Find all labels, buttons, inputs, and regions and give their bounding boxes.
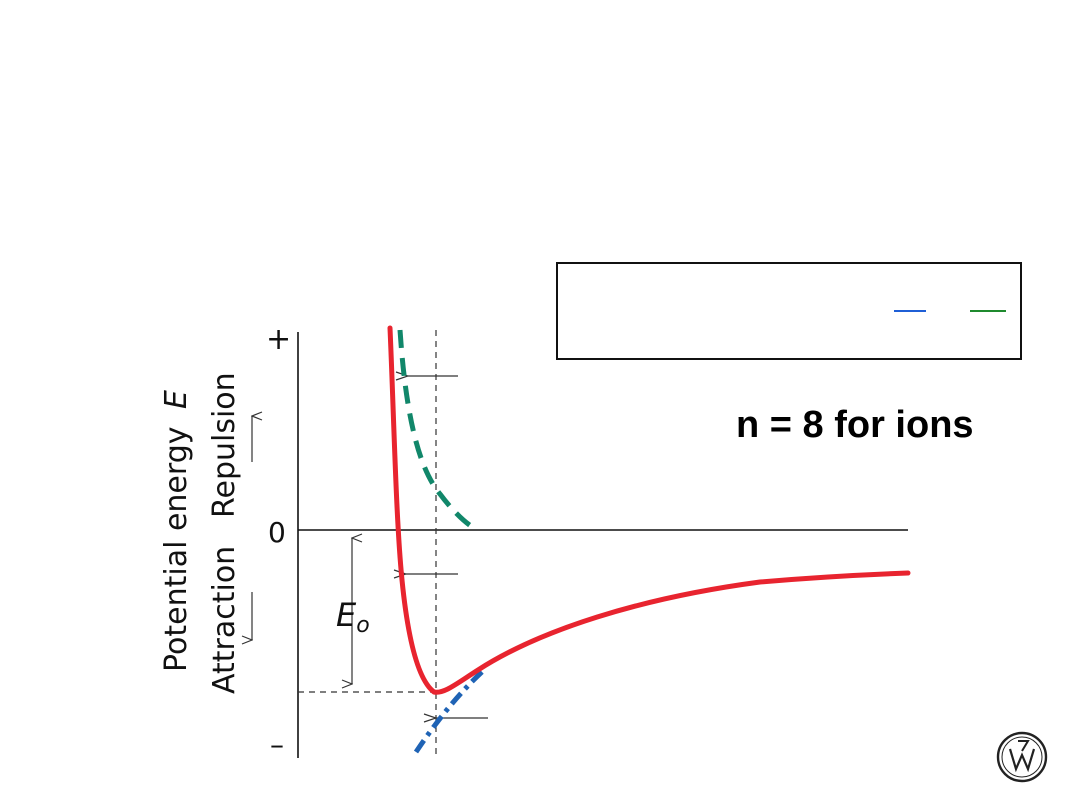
tick-minus: – (270, 728, 284, 761)
repulsion-label: Repulsion (207, 372, 242, 518)
attraction-label: Attraction (207, 546, 242, 694)
tick-plus: + (266, 322, 291, 357)
e0-label: Eo (336, 596, 370, 638)
green-line-marker (970, 310, 1006, 312)
y-axis-label: Potential energy E (159, 390, 194, 672)
wiley-logo-icon (996, 731, 1048, 783)
e0-subscript: o (356, 613, 369, 638)
blue-line-marker (894, 310, 926, 312)
annotation-box (556, 262, 1022, 360)
repulsive-energy-curve (397, 329, 476, 531)
ions-exponent-note: n = 8 for ions (736, 404, 974, 446)
y-axis-label-main: Potential energy (159, 427, 194, 673)
attractive-energy-curve (413, 668, 486, 754)
y-axis-label-symbol: E (159, 390, 194, 409)
e0-symbol: E (336, 596, 357, 634)
tick-zero: 0 (268, 516, 286, 549)
net-energy-curve (387, 325, 911, 695)
